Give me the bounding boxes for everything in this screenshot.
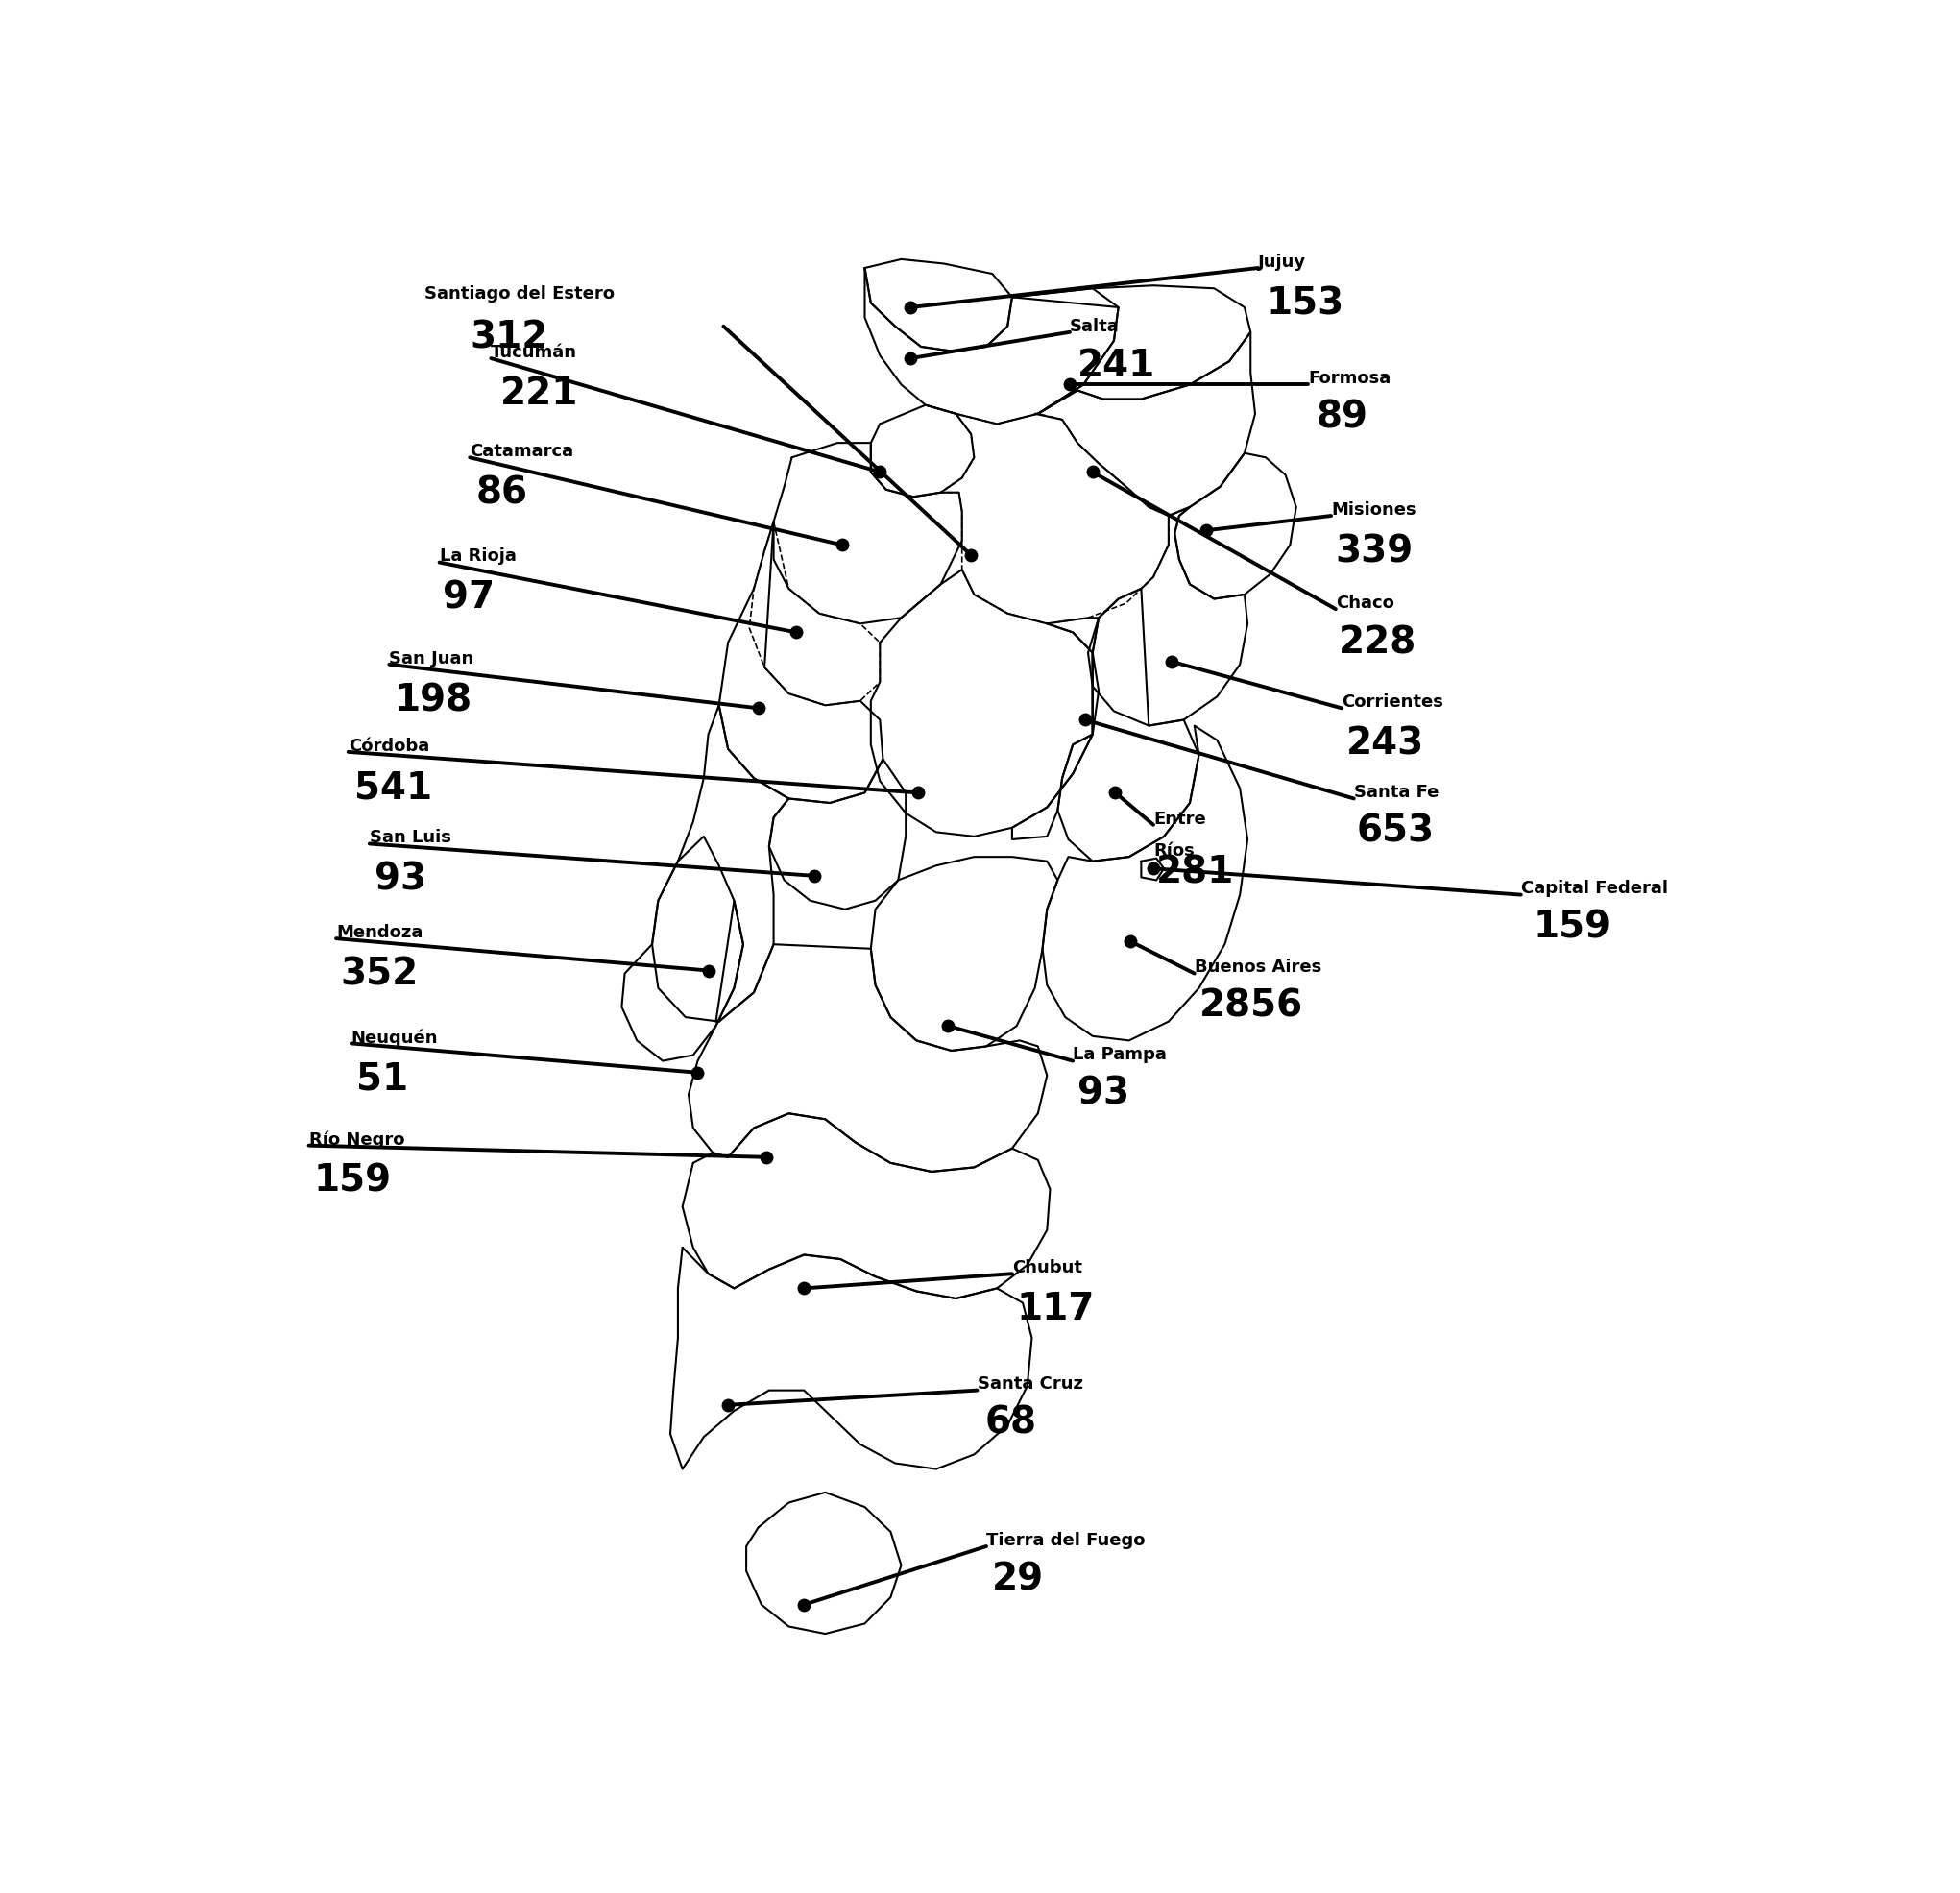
Text: Santa Cruz: Santa Cruz	[978, 1376, 1082, 1393]
Text: Corrientes: Corrientes	[1343, 693, 1443, 712]
Text: La Pampa: La Pampa	[1072, 1047, 1166, 1064]
Text: 93: 93	[1078, 1075, 1129, 1111]
Text: 198: 198	[394, 681, 472, 719]
Text: Santa Fe: Santa Fe	[1354, 784, 1439, 801]
Text: Santiago del Estero: Santiago del Estero	[423, 286, 613, 303]
Text: 541: 541	[355, 769, 433, 806]
Text: 117: 117	[1017, 1291, 1096, 1327]
Text: Neuquén: Neuquén	[351, 1030, 439, 1047]
Text: 93: 93	[374, 861, 425, 897]
Text: Mendoza: Mendoza	[337, 924, 423, 941]
Text: Ríos: Ríos	[1152, 842, 1194, 859]
Text: 339: 339	[1335, 534, 1413, 570]
Text: Río Negro: Río Negro	[310, 1130, 404, 1149]
Text: 653: 653	[1356, 814, 1435, 850]
Text: 97: 97	[443, 579, 494, 617]
Text: Salta: Salta	[1070, 318, 1119, 335]
Text: Entre: Entre	[1152, 810, 1205, 827]
Text: Jujuy: Jujuy	[1258, 254, 1305, 271]
Text: 29: 29	[992, 1562, 1045, 1598]
Text: San Luis: San Luis	[370, 829, 451, 846]
Text: 68: 68	[984, 1405, 1037, 1441]
Text: San Juan: San Juan	[390, 649, 474, 666]
Text: Chaco: Chaco	[1335, 594, 1394, 611]
Text: Tucumán: Tucumán	[492, 345, 578, 362]
Text: Capital Federal: Capital Federal	[1521, 880, 1668, 897]
Text: 2856: 2856	[1200, 988, 1303, 1024]
Text: Chubut: Chubut	[1011, 1259, 1082, 1276]
Text: 153: 153	[1266, 286, 1345, 322]
Text: 228: 228	[1339, 625, 1417, 661]
Text: 221: 221	[500, 377, 578, 413]
Text: Buenos Aires: Buenos Aires	[1194, 960, 1321, 977]
Text: 86: 86	[476, 475, 527, 511]
Text: 281: 281	[1156, 854, 1235, 890]
Text: Misiones: Misiones	[1331, 502, 1417, 519]
Text: Tierra del Fuego: Tierra del Fuego	[986, 1531, 1145, 1548]
Text: 243: 243	[1347, 725, 1425, 763]
Text: 312: 312	[470, 320, 549, 356]
Text: 241: 241	[1078, 348, 1156, 384]
Text: 89: 89	[1315, 399, 1368, 435]
Text: 159: 159	[314, 1162, 392, 1200]
Text: Córdoba: Córdoba	[349, 736, 429, 755]
Text: 159: 159	[1533, 909, 1611, 946]
Text: Catamarca: Catamarca	[470, 443, 574, 460]
Text: La Rioja: La Rioja	[439, 547, 515, 566]
Text: Formosa: Formosa	[1309, 369, 1392, 388]
Text: 352: 352	[341, 956, 419, 992]
Text: 51: 51	[357, 1060, 408, 1098]
